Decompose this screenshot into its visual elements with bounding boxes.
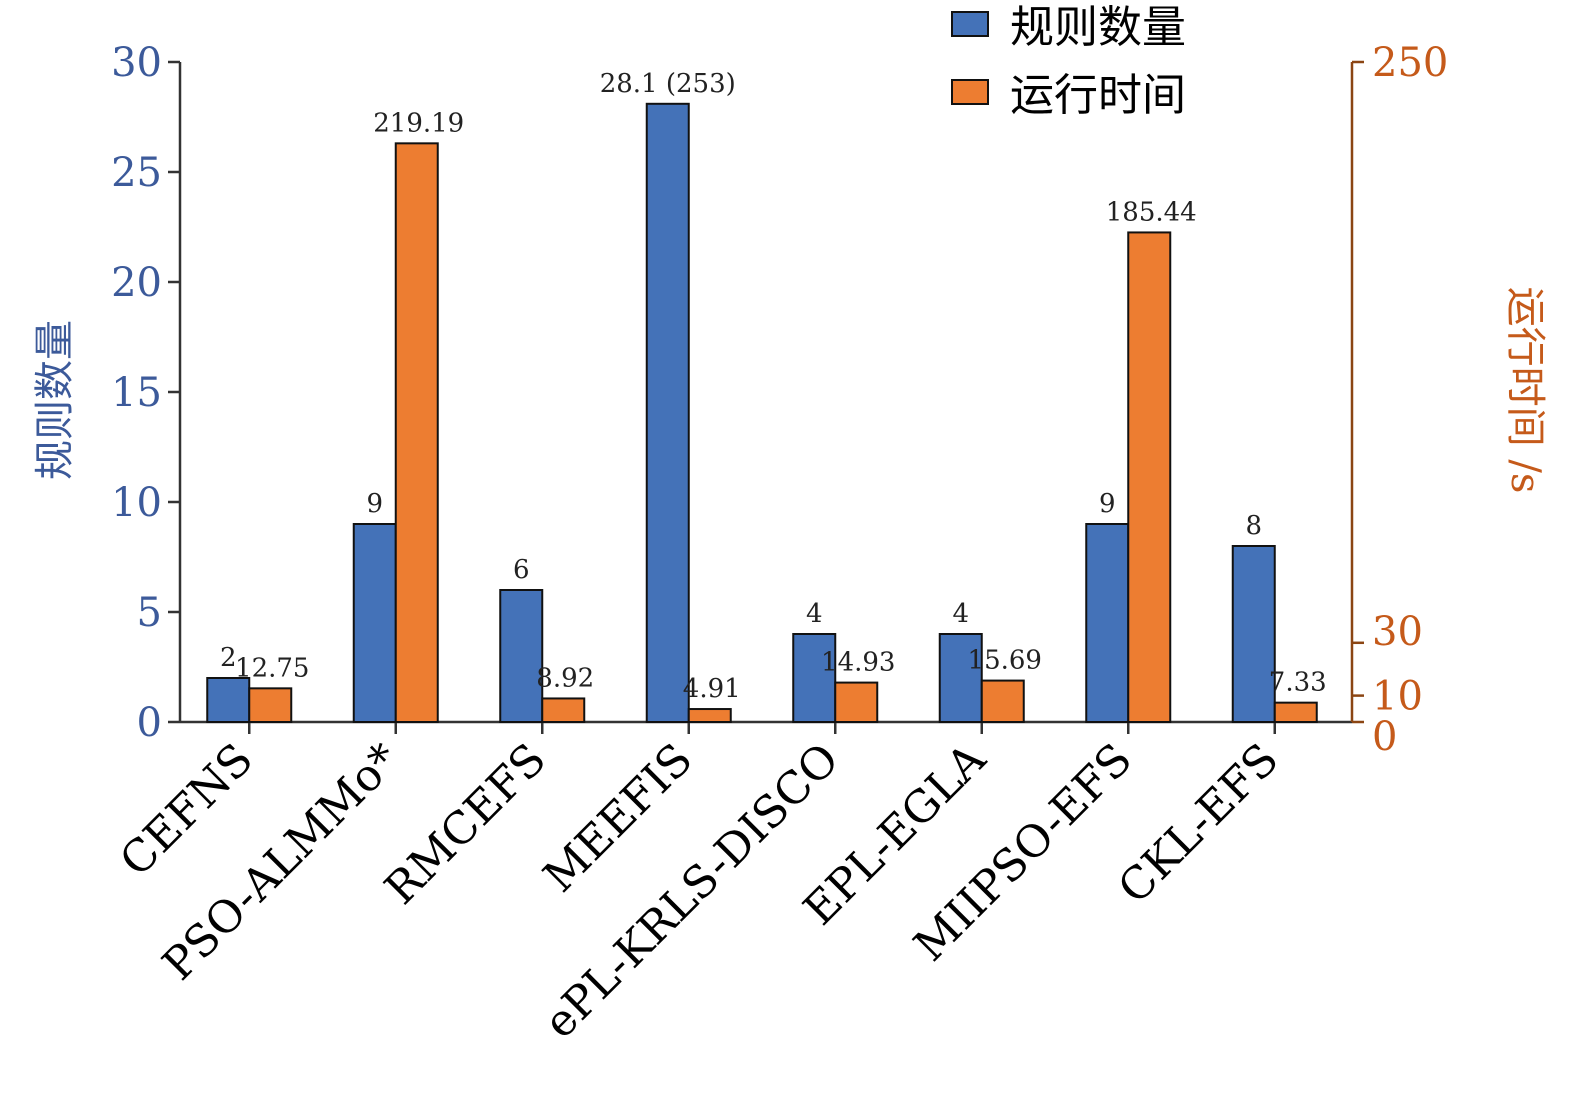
- value-label-rules: 28.1 (253): [600, 69, 736, 99]
- category-label: RMCEFS: [375, 734, 556, 915]
- value-label-rules: 4: [806, 599, 823, 629]
- legend-label-rules: 规则数量: [1010, 2, 1186, 53]
- bar-rules: [938, 633, 983, 723]
- legend: 规则数量 运行时间: [951, 2, 1186, 121]
- value-label-runtime: 185.44: [1106, 197, 1197, 227]
- left-axis-title: 规则数量: [32, 320, 78, 480]
- right-tick-label: 0: [1372, 714, 1397, 760]
- bar-runtime: [980, 679, 1025, 724]
- left-tick-label: 5: [137, 590, 162, 636]
- value-label-rules: 4: [952, 599, 969, 629]
- bar-runtime: [1127, 231, 1172, 724]
- value-label-runtime: 4.91: [683, 674, 741, 704]
- value-label-rules: 6: [513, 555, 530, 585]
- bar-rules: [1085, 523, 1130, 723]
- left-tick-label: 20: [111, 260, 162, 306]
- value-label-runtime: 8.92: [536, 663, 594, 693]
- value-label-runtime: 7.33: [1269, 668, 1327, 698]
- value-label-rules: 9: [1099, 489, 1116, 519]
- bar-rules: [645, 102, 690, 724]
- bar-rules: [352, 523, 397, 723]
- bar-runtime: [394, 142, 439, 724]
- category-label: CEFNS: [110, 734, 263, 887]
- bar-rules: [206, 677, 251, 723]
- bar-rules: [792, 633, 837, 723]
- right-axis: 010 30 250: [1350, 40, 1448, 760]
- left-tick-label: 30: [111, 40, 162, 86]
- value-labels: 212.75 9 219.19 6 8.92 28.1 (253) 4.91 4 14.93 4 1…: [220, 69, 1327, 704]
- bar-runtime: [1273, 701, 1318, 724]
- plot-area: [180, 720, 1352, 734]
- left-axis: 0 5 10 15 20 25 30: [111, 40, 182, 746]
- left-tick-label: 25: [111, 150, 162, 196]
- bar-rules: [1231, 545, 1276, 723]
- bars: [206, 102, 1318, 724]
- value-label-rules: 2: [220, 643, 237, 673]
- legend-label-runtime: 运行时间: [1010, 70, 1186, 121]
- bar-runtime: [834, 681, 879, 723]
- left-tick-label: 0: [137, 700, 162, 746]
- category-label: CKL-EFS: [1109, 734, 1289, 914]
- legend-swatch-rules: [951, 11, 989, 37]
- bar-runtime: [248, 687, 293, 724]
- left-tick-label: 15: [111, 370, 162, 416]
- bar-runtime: [541, 697, 586, 723]
- value-label-rules: 8: [1245, 511, 1262, 541]
- right-tick-label: 250: [1372, 40, 1448, 86]
- right-axis-title: 运行时间 /s: [1502, 287, 1548, 494]
- value-label-rules: 9: [366, 489, 383, 519]
- bar-rules: [499, 589, 544, 723]
- value-label-runtime: 15.69: [968, 646, 1042, 676]
- left-tick-label: 10: [111, 480, 162, 526]
- right-tick-label: 30: [1372, 609, 1423, 655]
- value-label-runtime: 14.93: [821, 648, 895, 678]
- bar-runtime: [687, 708, 732, 723]
- legend-swatch-runtime: [951, 79, 989, 105]
- value-label-runtime: 12.75: [235, 653, 309, 683]
- value-label-runtime: 219.19: [373, 108, 464, 138]
- right-tick-label: 10: [1372, 674, 1423, 720]
- category-labels: CEFNSPSO-ALMMo*RMCEFSMEEFISePL-KRLS-DISC…: [110, 733, 1288, 1049]
